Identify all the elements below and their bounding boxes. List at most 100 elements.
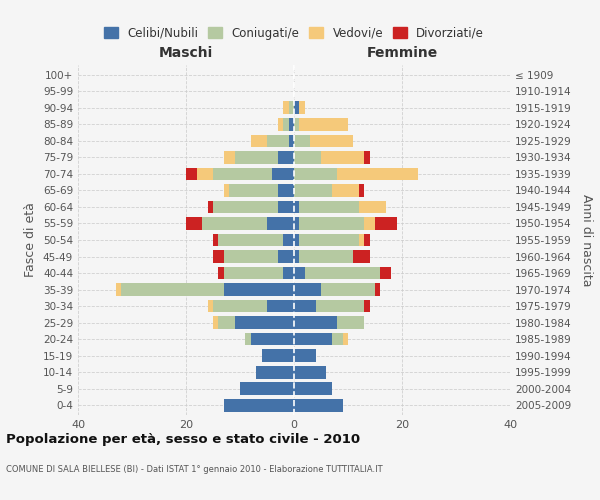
Bar (375, 217, 397, 230)
Bar (213, 300, 267, 312)
Y-axis label: Fasce di età: Fasce di età (25, 202, 37, 278)
Bar (359, 184, 364, 197)
Bar (332, 332, 343, 345)
Bar (294, 266, 305, 280)
Bar (262, 349, 294, 362)
Bar (294, 332, 332, 345)
Bar (283, 266, 294, 280)
Bar (316, 300, 364, 312)
Bar (299, 250, 353, 263)
Bar (283, 118, 289, 131)
Bar (224, 151, 235, 164)
Bar (235, 151, 278, 164)
Bar (283, 234, 294, 246)
Bar (229, 184, 278, 197)
Bar (283, 102, 289, 114)
Bar (294, 398, 343, 411)
Bar (294, 234, 299, 246)
Bar (224, 266, 283, 280)
Bar (380, 266, 391, 280)
Text: COMUNE DI SALA BIELLESE (BI) - Dati ISTAT 1° gennaio 2010 - Elaborazione TUTTITA: COMUNE DI SALA BIELLESE (BI) - Dati ISTA… (6, 465, 383, 474)
Bar (364, 151, 370, 164)
Bar (294, 250, 299, 263)
Text: Popolazione per età, sesso e stato civile - 2010: Popolazione per età, sesso e stato civil… (6, 432, 360, 446)
Bar (213, 168, 272, 180)
Bar (197, 168, 213, 180)
Bar (289, 118, 294, 131)
Bar (321, 151, 364, 164)
Bar (299, 102, 305, 114)
Bar (294, 283, 321, 296)
Bar (186, 217, 202, 230)
Bar (235, 316, 294, 329)
Bar (267, 300, 294, 312)
Bar (294, 349, 316, 362)
Bar (278, 200, 294, 213)
Bar (353, 250, 370, 263)
Bar (294, 200, 299, 213)
Bar (208, 200, 213, 213)
Bar (375, 283, 380, 296)
Bar (343, 332, 348, 345)
Bar (294, 134, 310, 147)
Bar (267, 134, 289, 147)
Bar (299, 118, 348, 131)
Bar (278, 118, 283, 131)
Bar (224, 283, 294, 296)
Bar (289, 134, 294, 147)
Bar (272, 168, 294, 180)
Bar (186, 168, 197, 180)
Bar (218, 234, 283, 246)
Bar (321, 283, 375, 296)
Bar (294, 382, 332, 395)
Bar (299, 200, 359, 213)
Bar (121, 283, 224, 296)
Bar (251, 134, 267, 147)
Bar (364, 217, 375, 230)
Bar (337, 316, 364, 329)
Bar (240, 382, 294, 395)
Bar (359, 200, 386, 213)
Bar (294, 102, 299, 114)
Bar (256, 366, 294, 378)
Bar (294, 118, 299, 131)
Bar (213, 200, 278, 213)
Bar (294, 300, 316, 312)
Bar (294, 168, 337, 180)
Bar (289, 102, 294, 114)
Legend: Celibi/Nubili, Coniugati/e, Vedovi/e, Divorziati/e: Celibi/Nubili, Coniugati/e, Vedovi/e, Di… (99, 22, 489, 44)
Bar (218, 316, 235, 329)
Bar (218, 266, 224, 280)
Bar (364, 300, 370, 312)
Y-axis label: Anni di nascita: Anni di nascita (580, 194, 593, 286)
Bar (294, 316, 337, 329)
Bar (294, 217, 299, 230)
Bar (332, 184, 359, 197)
Bar (278, 184, 294, 197)
Bar (278, 151, 294, 164)
Bar (299, 234, 359, 246)
Bar (245, 332, 251, 345)
Bar (224, 250, 278, 263)
Bar (310, 134, 353, 147)
Bar (202, 217, 267, 230)
Bar (116, 283, 121, 296)
Text: Femmine: Femmine (367, 46, 437, 60)
Bar (337, 168, 418, 180)
Bar (278, 250, 294, 263)
Bar (299, 217, 364, 230)
Bar (294, 184, 332, 197)
Bar (364, 234, 370, 246)
Bar (224, 398, 294, 411)
Bar (213, 234, 218, 246)
Bar (224, 184, 229, 197)
Bar (208, 300, 213, 312)
Bar (267, 217, 294, 230)
Bar (213, 250, 224, 263)
Bar (294, 151, 321, 164)
Bar (213, 316, 218, 329)
Bar (359, 234, 364, 246)
Text: Maschi: Maschi (159, 46, 213, 60)
Bar (294, 366, 326, 378)
Bar (251, 332, 294, 345)
